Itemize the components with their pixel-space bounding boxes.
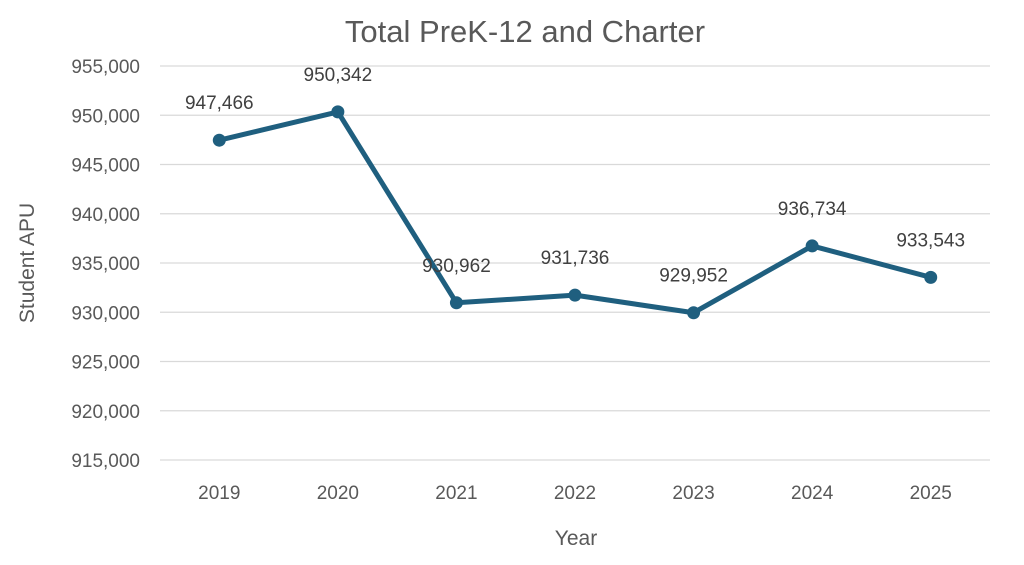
data-label: 950,342 xyxy=(304,65,373,86)
data-label: 930,962 xyxy=(422,256,491,277)
gridlines xyxy=(160,65,990,461)
y-tick-label: 935,000 xyxy=(71,254,140,275)
y-tick-label: 920,000 xyxy=(71,402,140,423)
x-tick-label: 2021 xyxy=(435,483,477,504)
y-tick-label: 945,000 xyxy=(71,156,140,177)
x-tick-label: 2023 xyxy=(672,483,714,504)
data-labels: 947,466 950,342 930,962 931,736 929,952 936,7… xyxy=(185,65,965,287)
data-point xyxy=(805,239,819,253)
x-tick-label: 2020 xyxy=(317,483,359,504)
y-tick-label: 915,000 xyxy=(71,451,140,472)
y-axis-tick-labels: 915,000 920,000 925,000 930,000 935,000 940,0… xyxy=(71,57,140,472)
data-point xyxy=(568,288,582,302)
data-label: 933,543 xyxy=(896,230,965,251)
series-total xyxy=(212,105,938,320)
y-tick-label: 950,000 xyxy=(71,106,140,127)
x-tick-label: 2022 xyxy=(554,483,596,504)
data-label: 929,952 xyxy=(659,266,728,287)
y-axis-title: Student APU xyxy=(16,203,39,323)
data-label: 947,466 xyxy=(185,93,254,114)
data-point xyxy=(212,133,226,147)
x-axis-tick-labels: 2019 2020 2021 2022 2023 2024 2025 xyxy=(198,483,952,504)
data-label: 931,736 xyxy=(541,248,610,269)
x-tick-label: 2019 xyxy=(198,483,240,504)
data-label: 936,734 xyxy=(778,199,847,220)
data-point xyxy=(687,306,701,320)
y-tick-label: 955,000 xyxy=(71,57,140,78)
x-axis-title: Year xyxy=(555,527,597,550)
y-tick-label: 925,000 xyxy=(71,353,140,374)
data-point xyxy=(924,270,938,284)
y-tick-label: 940,000 xyxy=(71,205,140,226)
x-tick-label: 2025 xyxy=(910,483,952,504)
data-point xyxy=(449,296,463,310)
data-point xyxy=(331,105,345,119)
x-tick-label: 2024 xyxy=(791,483,834,504)
y-tick-label: 930,000 xyxy=(71,303,140,324)
chart-title: Total PreK-12 and Charter xyxy=(345,14,705,49)
